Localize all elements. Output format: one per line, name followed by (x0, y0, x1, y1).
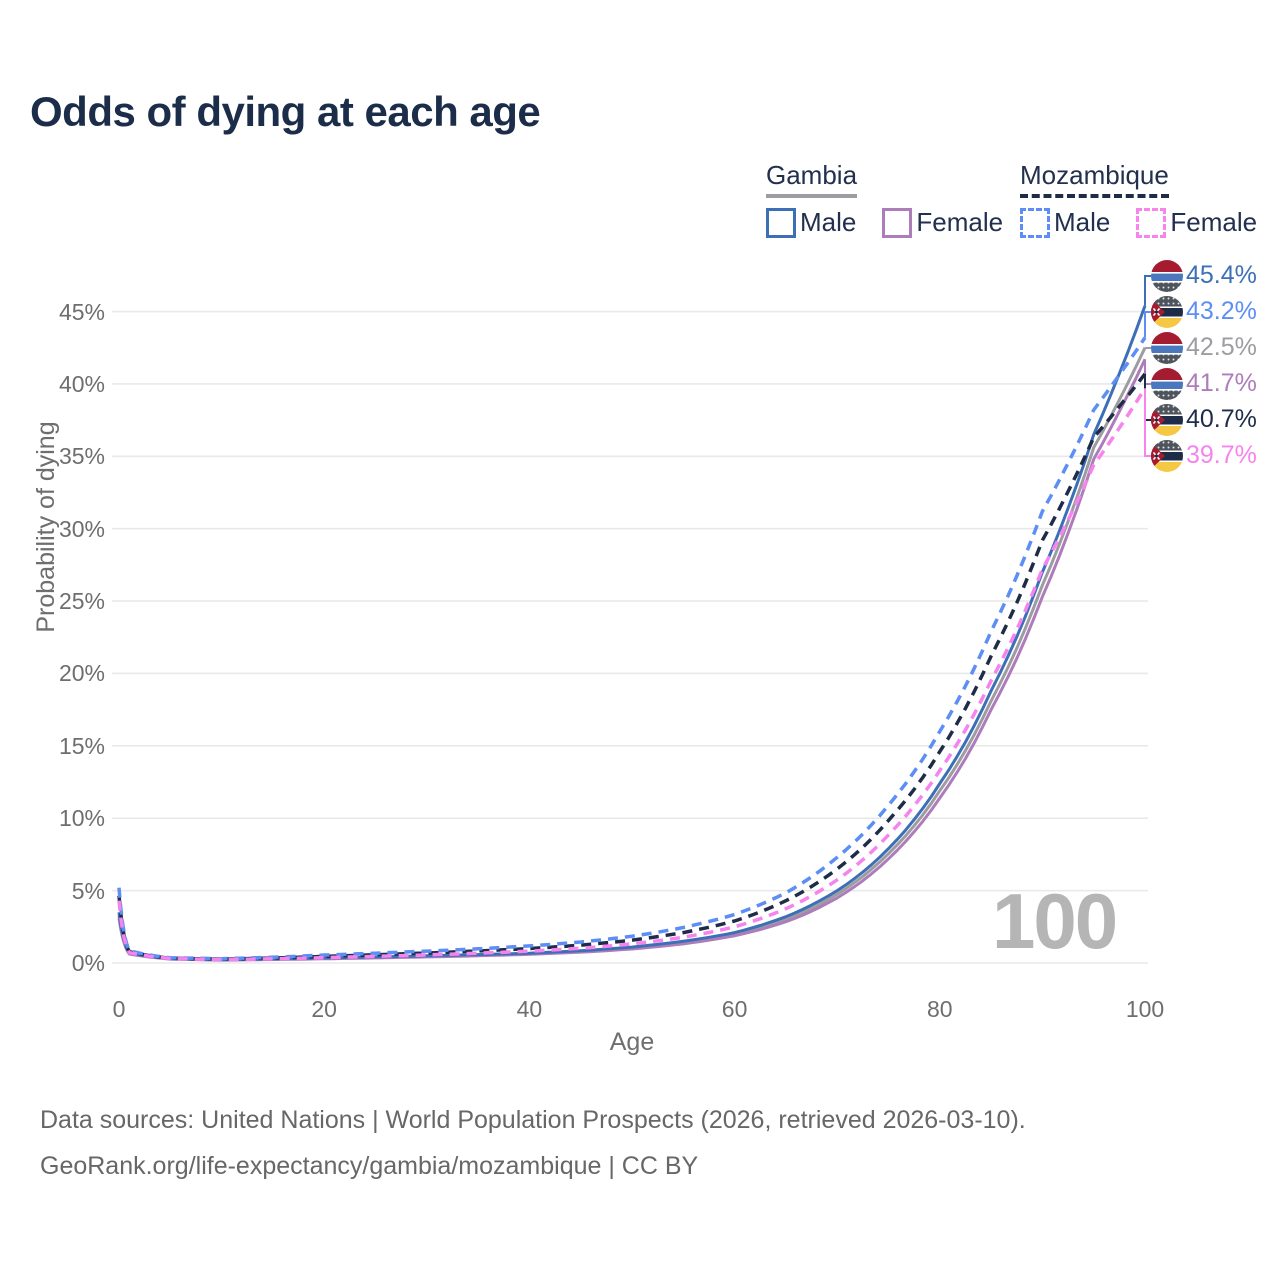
gambia-flag-icon (1151, 368, 1183, 400)
page-title: Odds of dying at each age (30, 88, 541, 135)
y-tick-label: 35% (58, 443, 105, 470)
series-line-gambia-male (117, 305, 1147, 962)
y-tick-label: 25% (58, 588, 105, 615)
mozambique-flag-icon (1151, 296, 1183, 328)
legend-header-mozambique[interactable]: Mozambique (1020, 160, 1169, 198)
y-tick-label: 15% (58, 732, 105, 759)
end-label-gambia-male: 45.4% (1186, 261, 1257, 289)
age-watermark: 100 (992, 877, 1118, 965)
end-connector-gambia-male (1144, 275, 1151, 306)
series-line-mozambique-female (117, 387, 1147, 962)
legend-item-mozambique-male[interactable]: Male (1020, 207, 1110, 238)
gridlines (112, 310, 1148, 964)
mozambique-flag-icon (1151, 404, 1183, 436)
end-label-gambia-female: 41.7% (1186, 369, 1257, 397)
end-label-mozambique-both: 40.7% (1186, 405, 1257, 433)
legend-item-label: Female (1170, 207, 1258, 237)
y-tick-label: 30% (58, 515, 105, 542)
y-tick-label: 5% (71, 877, 105, 904)
series-line-gambia-both (117, 347, 1147, 962)
end-connector-mozambique-female (1144, 388, 1151, 457)
end-label-mozambique-female: 39.7% (1186, 441, 1257, 469)
gambia-male-swatch-icon (766, 207, 796, 238)
x-tick-label: 60 (721, 996, 748, 1022)
x-tick-label: 80 (927, 996, 953, 1022)
series-line-mozambique-both (117, 372, 1147, 961)
legend-item-mozambique-female[interactable]: Female (1136, 207, 1257, 238)
end-label-connectors (1144, 275, 1151, 457)
x-tick-label: 20 (311, 996, 337, 1022)
legend-item-gambia-male[interactable]: Male (766, 207, 856, 238)
x-tick-label: 100 (1125, 996, 1165, 1022)
x-tick-label: 40 (516, 996, 543, 1022)
gambia-female-swatch-icon (882, 207, 913, 238)
y-tick-label: 0% (71, 950, 105, 976)
legend-item-gambia-female[interactable]: Female (882, 207, 1003, 238)
end-label-gambia-both: 42.5% (1186, 333, 1257, 361)
flag-markers (1151, 260, 1183, 472)
mozambique-flag-icon (1151, 440, 1183, 472)
y-tick-label: 40% (58, 370, 105, 397)
mozambique-female-swatch-icon (1136, 207, 1167, 238)
x-axis-title: Age (609, 1028, 655, 1056)
legend-item-label: Female (916, 207, 1004, 237)
series-lines (117, 305, 1147, 962)
footer: Data sources: United Nations | World Pop… (40, 1106, 1026, 1181)
series-line-mozambique-male (117, 336, 1147, 961)
y-tick-label: 10% (58, 805, 105, 832)
gambia-flag-icon (1151, 260, 1183, 292)
data-sources-text: Data sources: United Nations | World Pop… (40, 1106, 1026, 1134)
legend-item-label: Male (800, 207, 857, 237)
end-connector-mozambique-male (1144, 311, 1151, 338)
attribution-link-text[interactable]: GeoRank.org/life-expectancy/gambia/mozam… (40, 1152, 699, 1180)
legend-header-gambia[interactable]: Gambia (766, 160, 858, 198)
x-tick-label: 0 (112, 996, 126, 1022)
mozambique-male-swatch-icon (1020, 207, 1050, 238)
end-label-mozambique-male: 43.2% (1186, 297, 1257, 325)
legend-item-label: Male (1054, 207, 1111, 237)
legend-group-mozambique: Mozambique Male Female (1020, 160, 1257, 238)
y-tick-label: 20% (58, 660, 105, 687)
y-tick-label: 45% (58, 298, 105, 325)
legend-group-gambia: Gambia Male Female (766, 160, 1003, 238)
gambia-flag-icon (1151, 332, 1183, 364)
